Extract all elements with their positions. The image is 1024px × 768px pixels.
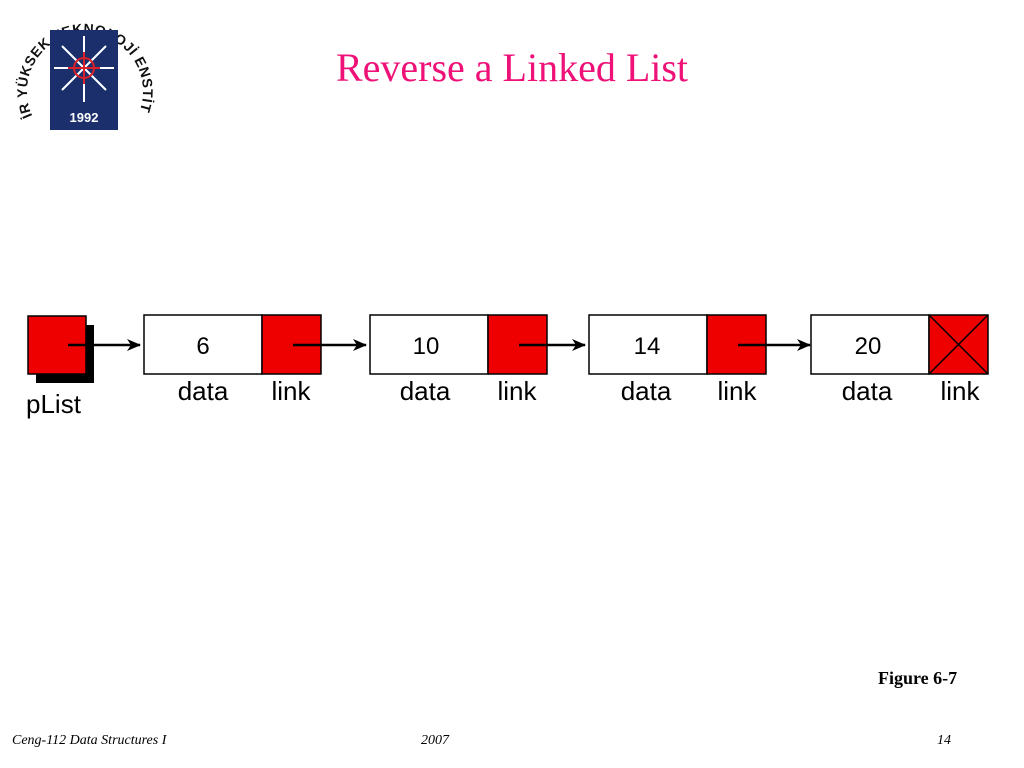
linked-list-diagram: pList 6 data link 10 data link 14 data l… xyxy=(26,314,989,419)
logo-year: 1992 xyxy=(70,110,99,125)
node-data-value: 6 xyxy=(196,333,209,360)
node-data-label: data xyxy=(178,376,229,406)
footer-page-number: 14 xyxy=(937,733,951,748)
node-data-value: 20 xyxy=(855,333,882,360)
node-link-label: link xyxy=(497,376,537,406)
node-link-label: link xyxy=(271,376,311,406)
node-link-label: link xyxy=(717,376,757,406)
node-data-field xyxy=(588,314,708,375)
head-pointer-label: pList xyxy=(26,389,82,419)
node-link-label: link xyxy=(940,376,980,406)
footer-year: 2007 xyxy=(421,733,449,748)
node-data-field xyxy=(369,314,489,375)
node-data-label: data xyxy=(842,376,893,406)
head-pointer: pList xyxy=(26,315,141,419)
figure-caption: Figure 6-7 xyxy=(878,668,958,688)
list-node-2: 10 data link xyxy=(369,314,586,406)
list-node-4: 20 data link xyxy=(810,314,989,406)
list-node-1: 6 data link xyxy=(143,314,367,406)
node-link-field xyxy=(261,314,322,375)
node-data-field xyxy=(143,314,263,375)
list-node-3: 14 data link xyxy=(588,314,811,406)
node-data-label: data xyxy=(400,376,451,406)
footer-course: Ceng-112 Data Structures I xyxy=(12,733,167,748)
node-data-value: 10 xyxy=(413,333,440,360)
institute-logo: İZMİR YÜKSEK TEKNOLOJİ ENSTİTÜSÜ 1992 xyxy=(12,0,156,130)
node-data-label: data xyxy=(621,376,672,406)
slide-title: Reverse a Linked List xyxy=(335,45,689,90)
node-data-value: 14 xyxy=(634,333,661,360)
null-cross-icon xyxy=(928,314,989,375)
